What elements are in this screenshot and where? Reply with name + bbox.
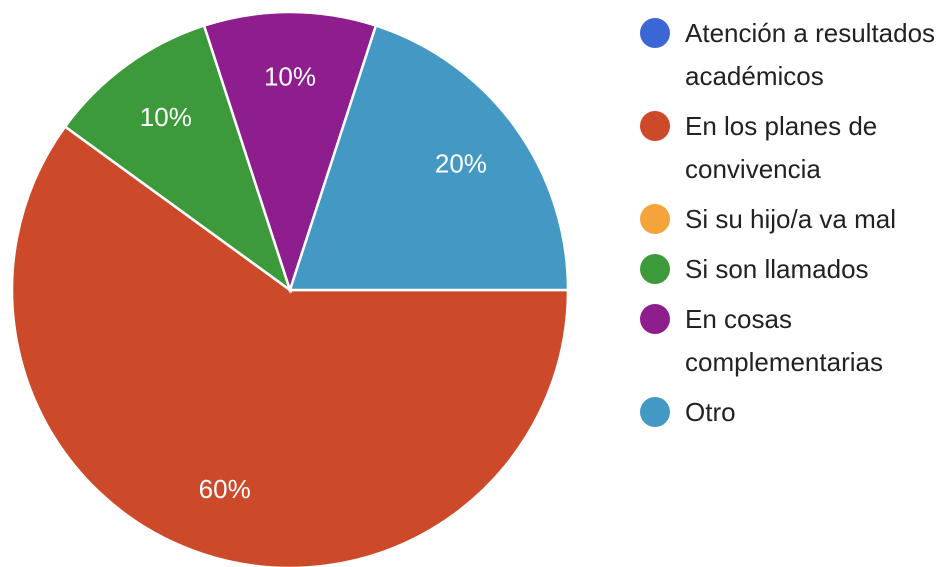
legend-swatch — [640, 18, 670, 48]
legend-entry: Si son llamados — [640, 248, 940, 291]
legend: Atención a resultados académicos En los p… — [640, 12, 940, 441]
legend-label: En cosas complementarias — [685, 304, 883, 377]
legend-label: Si son llamados — [685, 254, 869, 284]
slice-label: 20% — [435, 149, 487, 179]
chart: 60% 10% 10% 20% — [10, 10, 570, 567]
slice-label: 10% — [264, 62, 316, 92]
legend-entry: Otro — [640, 391, 940, 434]
slice-label: 10% — [140, 102, 192, 132]
legend-label: Si su hijo/a va mal — [685, 204, 896, 234]
legend-swatch — [640, 111, 670, 141]
legend-entry: Atención a resultados académicos — [640, 12, 940, 98]
legend-swatch — [640, 304, 670, 334]
legend-label: Otro — [685, 397, 736, 427]
pie-slice — [288, 24, 570, 292]
legend-label: Atención a resultados académicos — [685, 18, 936, 91]
legend-label: En los planes de convivencia — [685, 111, 878, 184]
legend-entry: En los planes de convivencia — [640, 105, 940, 191]
pie-slice — [10, 124, 570, 567]
slice-label: 60% — [199, 474, 251, 504]
legend-swatch — [640, 254, 670, 284]
pie-slice — [63, 24, 293, 294]
legend-swatch — [640, 204, 670, 234]
legend-swatch — [640, 397, 670, 427]
legend-entry: Si su hijo/a va mal — [640, 198, 940, 241]
legend-entry: En cosas complementarias — [640, 298, 940, 384]
pie-slice — [202, 10, 378, 295]
